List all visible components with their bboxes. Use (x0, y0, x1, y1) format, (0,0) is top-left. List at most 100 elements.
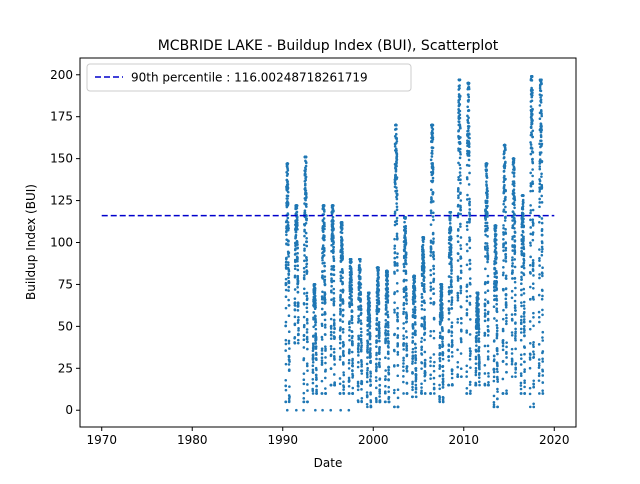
data-point (441, 364, 445, 368)
data-point (538, 117, 542, 120)
data-point (378, 377, 382, 381)
data-point (305, 362, 309, 366)
data-point (402, 301, 406, 305)
data-point (386, 294, 390, 298)
data-point (520, 293, 523, 297)
data-point (483, 308, 487, 312)
data-point (440, 294, 444, 298)
data-point (505, 356, 508, 359)
data-point (339, 326, 342, 329)
data-point (429, 273, 433, 277)
data-point (538, 320, 541, 324)
data-point (329, 317, 333, 321)
data-point (503, 151, 506, 155)
data-point (420, 361, 424, 365)
data-point (296, 227, 299, 231)
data-point (448, 289, 451, 293)
data-point (468, 171, 471, 175)
data-point (459, 289, 463, 292)
data-point (451, 355, 454, 358)
data-point (315, 377, 318, 381)
data-point (402, 359, 405, 362)
data-point (492, 405, 496, 409)
data-point (284, 306, 288, 310)
data-point (456, 296, 460, 300)
data-point (429, 268, 432, 272)
data-point (356, 365, 360, 369)
data-point (486, 195, 489, 198)
data-point (530, 133, 533, 136)
data-point (287, 255, 290, 258)
data-point (305, 270, 309, 274)
data-point (304, 155, 308, 159)
data-point (504, 195, 507, 199)
data-point (366, 346, 369, 349)
y-tick-label: 75 (58, 277, 73, 291)
data-point (313, 294, 317, 298)
data-point (295, 408, 298, 412)
data-point (438, 387, 442, 391)
data-point (387, 357, 390, 360)
data-point (332, 241, 335, 244)
data-point (320, 379, 324, 383)
data-point (504, 260, 508, 263)
data-point (311, 381, 315, 385)
data-point (305, 364, 309, 368)
data-point (323, 261, 326, 265)
data-point (495, 324, 499, 327)
data-point (314, 373, 318, 377)
data-point (340, 238, 344, 242)
data-point (314, 302, 317, 305)
data-point (458, 94, 462, 98)
data-point (411, 354, 415, 357)
data-point (311, 364, 315, 368)
data-point (392, 391, 396, 395)
data-point (420, 336, 424, 340)
data-point (483, 282, 487, 286)
data-point (495, 326, 499, 330)
data-point (486, 253, 490, 257)
data-point (540, 241, 544, 245)
data-point (311, 378, 315, 381)
data-point (341, 300, 345, 304)
data-point (493, 267, 497, 270)
data-point (293, 275, 297, 279)
data-point (429, 223, 433, 226)
data-point (341, 308, 345, 312)
data-point (341, 276, 344, 279)
data-point (375, 353, 378, 357)
data-point (519, 374, 523, 378)
data-point (386, 290, 390, 294)
data-point (296, 281, 300, 285)
data-point (540, 175, 543, 178)
data-point (423, 321, 427, 325)
data-point (512, 175, 516, 178)
data-point (521, 207, 525, 211)
data-point (522, 243, 525, 246)
data-point (375, 362, 378, 366)
data-point (305, 297, 309, 300)
data-point (323, 326, 327, 329)
data-point (478, 360, 481, 363)
data-point (329, 383, 333, 387)
data-point (304, 193, 308, 197)
data-point (522, 247, 526, 251)
data-point (306, 347, 309, 351)
data-point (423, 338, 426, 342)
data-point (396, 396, 400, 400)
data-point (493, 294, 496, 298)
data-point (393, 237, 396, 241)
data-point (359, 299, 362, 302)
data-point (366, 356, 369, 359)
data-point (303, 211, 307, 215)
data-point (457, 175, 460, 179)
data-point (465, 243, 469, 246)
data-point (459, 126, 462, 130)
data-point (420, 295, 424, 299)
data-point (377, 302, 381, 306)
data-point (529, 298, 532, 301)
data-point (411, 327, 415, 330)
data-point (448, 222, 452, 225)
data-point (523, 328, 526, 332)
data-point (432, 317, 436, 321)
